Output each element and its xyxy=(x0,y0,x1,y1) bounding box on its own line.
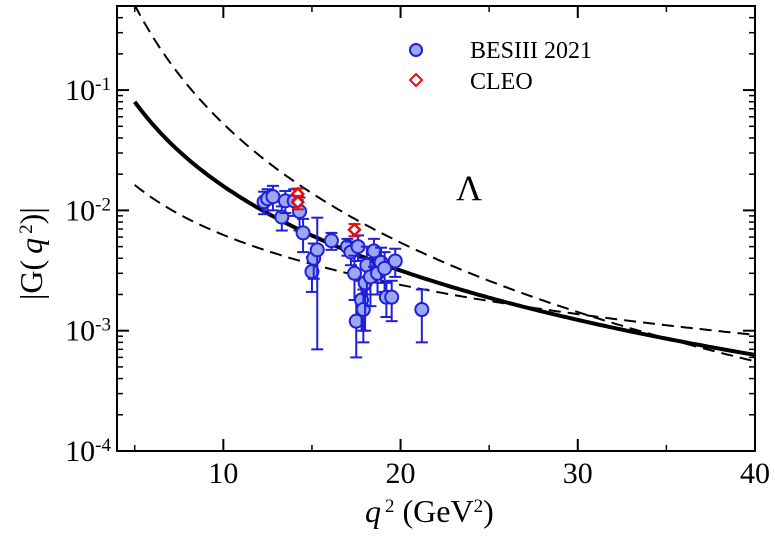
model-curves xyxy=(133,6,755,363)
besiii-point xyxy=(414,302,430,318)
besiii-point xyxy=(384,289,400,305)
data-points xyxy=(256,184,430,359)
curve-upper xyxy=(134,6,755,363)
legend-marker-cleo xyxy=(408,72,424,88)
y-tick-label: 10-1 xyxy=(65,74,111,108)
y-tick-label: 10-3 xyxy=(65,314,111,348)
legend: BESIII 2021 CLEO xyxy=(408,38,592,95)
y-axis-label: |G(q2)| xyxy=(13,207,49,300)
x-tick-label: 30 xyxy=(563,457,593,490)
besiii-point xyxy=(355,302,371,318)
curve-lower xyxy=(134,184,755,336)
x-tick-label: 10 xyxy=(208,457,238,490)
besiii-point xyxy=(323,233,339,249)
besiii-point xyxy=(265,189,281,205)
legend-label-cleo: CLEO xyxy=(470,69,533,95)
legend-marker-besiii xyxy=(409,43,423,57)
curve-central xyxy=(133,100,755,357)
besiii-point xyxy=(295,225,311,241)
besiii-point xyxy=(346,265,362,281)
plot-frame xyxy=(116,5,756,452)
y-tick-label: 10-2 xyxy=(65,194,111,228)
particle-annotation: Λ xyxy=(456,168,482,208)
axis-ticks: 10 20 30 40 10-1 10-2 10-3 10-4 xyxy=(65,5,770,490)
x-tick-label: 20 xyxy=(386,457,416,490)
besiii-point xyxy=(309,242,325,258)
besiii-point xyxy=(387,253,403,269)
y-tick-label: 10-4 xyxy=(65,435,111,469)
cleo-point xyxy=(290,194,306,210)
legend-label-besiii: BESIII 2021 xyxy=(470,38,592,64)
besiii-point xyxy=(377,260,393,276)
cleo-point xyxy=(347,222,362,238)
x-tick-label: 40 xyxy=(740,457,770,490)
